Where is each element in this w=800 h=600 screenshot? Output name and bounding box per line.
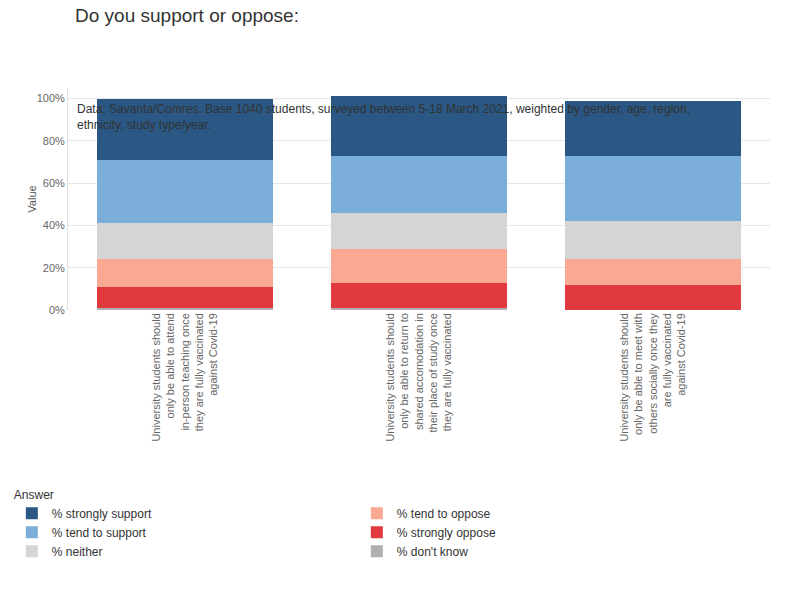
svg-text:% tend to oppose: % tend to oppose (397, 507, 491, 521)
svg-text:80%: 80% (43, 135, 65, 147)
svg-text:20%: 20% (43, 262, 65, 274)
svg-text:Answer: Answer (14, 488, 54, 502)
svg-text:% strongly oppose: % strongly oppose (397, 526, 496, 540)
svg-text:100%: 100% (37, 92, 65, 104)
svg-text:Do you support or oppose:: Do you support or oppose: (75, 5, 299, 26)
svg-text:0%: 0% (49, 304, 65, 316)
svg-text:% tend to support: % tend to support (52, 526, 147, 540)
svg-text:Value: Value (26, 185, 38, 212)
svg-text:40%: 40% (43, 219, 65, 231)
svg-text:Data: Savanta/Comres. Base 104: Data: Savanta/Comres. Base 1040 students… (77, 102, 690, 132)
svg-text:University students shouldonly: University students shouldonly be able t… (384, 313, 453, 441)
svg-text:% don't know: % don't know (397, 545, 468, 559)
svg-text:University students shouldonly: University students shouldonly be able t… (150, 313, 219, 441)
svg-text:60%: 60% (43, 177, 65, 189)
svg-text:% strongly support: % strongly support (52, 507, 152, 521)
svg-text:% neither: % neither (52, 545, 103, 559)
svg-text:University students shouldonly: University students shouldonly be able t… (618, 313, 687, 442)
